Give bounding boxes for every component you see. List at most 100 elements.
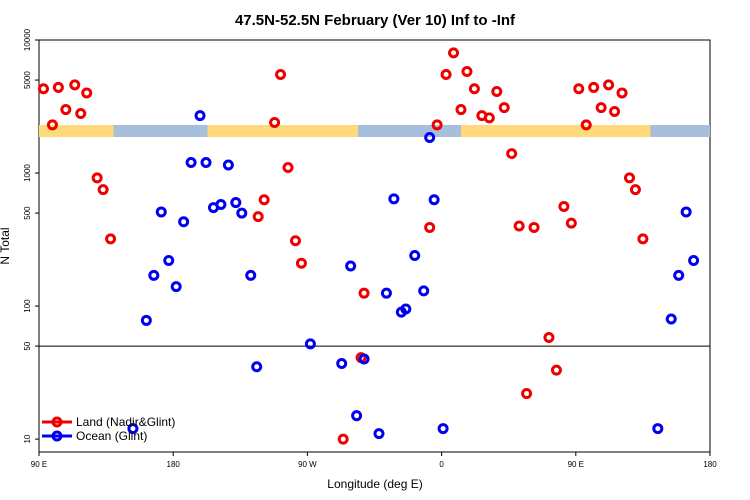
land-point [455, 104, 467, 116]
ocean-point [388, 193, 400, 205]
y-tick-label: 500 [23, 206, 32, 220]
ocean-point [140, 314, 152, 326]
ocean-point [688, 255, 700, 267]
y-axis-label: N Total [0, 227, 12, 264]
y-tick-label: 100 [23, 299, 32, 313]
legend-marker [51, 416, 63, 428]
ocean-point [163, 255, 175, 267]
strip-ocean [650, 125, 710, 137]
y-tick-label: 50 [23, 341, 32, 350]
land-point [483, 112, 495, 124]
land-point [448, 47, 460, 59]
plot-frame [38, 39, 711, 453]
ocean-point [418, 285, 430, 297]
data-points [37, 47, 700, 445]
ocean-point [351, 410, 363, 422]
ocean-point [127, 423, 139, 435]
ocean-point [245, 269, 257, 281]
land-point [616, 87, 628, 99]
land-point [60, 104, 72, 116]
x-axis: 90 E 180 90 W 0 90 E 180 [31, 452, 717, 469]
land-point [252, 211, 264, 223]
y-axis: 10 50 100 500 1000 5000 10000 [23, 28, 39, 444]
land-point [629, 184, 641, 196]
ocean-point [178, 216, 190, 228]
ocean-point [673, 269, 685, 281]
land-point [498, 102, 510, 114]
ocean-point [251, 361, 263, 373]
ocean-point [409, 249, 421, 261]
ocean-point [336, 358, 348, 370]
strip-ocean [358, 125, 461, 137]
land-point [282, 162, 294, 174]
ocean-point [155, 206, 167, 218]
legend-marker [51, 430, 63, 442]
land-point [573, 83, 585, 95]
land-ocean-strip [39, 125, 710, 137]
ocean-point [373, 428, 385, 440]
y-tick-label: 10000 [23, 28, 32, 51]
ocean-point [236, 207, 248, 219]
land-point [595, 102, 607, 114]
land-point [521, 388, 533, 400]
land-point [75, 108, 87, 120]
x-tick-label: 180 [703, 460, 717, 469]
land-point [550, 364, 562, 376]
land-point [609, 106, 621, 118]
land-point [358, 287, 370, 299]
legend-label: Land (Nadir&Glint) [76, 415, 175, 429]
ocean-point [358, 353, 370, 365]
land-point [275, 69, 287, 81]
ocean-point [424, 131, 436, 143]
ocean-point [665, 313, 677, 325]
land-point [289, 235, 301, 247]
land-point [69, 79, 81, 91]
y-tick-label: 1000 [23, 164, 32, 182]
x-axis-label: Longitude (deg E) [327, 477, 422, 491]
ocean-point [680, 206, 692, 218]
ocean-point [304, 338, 316, 350]
ocean-point [215, 199, 227, 211]
land-point [37, 83, 49, 95]
land-point [637, 233, 649, 245]
land-point [46, 119, 58, 131]
land-point [258, 194, 270, 206]
ocean-point [428, 194, 440, 206]
ocean-point [400, 303, 412, 315]
land-point [424, 221, 436, 233]
land-point [623, 172, 635, 184]
ocean-point [194, 110, 206, 122]
land-point [97, 184, 109, 196]
ocean-point [380, 287, 392, 299]
land-point [295, 257, 307, 269]
ocean-point [222, 159, 234, 171]
land-point [580, 119, 592, 131]
ocean-point [200, 157, 212, 169]
legend-label: Ocean (Glint) [76, 429, 147, 443]
land-point [506, 148, 518, 160]
x-tick-label: 90 E [31, 460, 47, 469]
ocean-point [185, 157, 197, 169]
land-point [337, 433, 349, 445]
x-tick-label: 90 W [298, 460, 317, 469]
land-point [513, 220, 525, 232]
ocean-point [170, 281, 182, 293]
y-tick-label: 5000 [23, 71, 32, 89]
land-point [431, 119, 443, 131]
ocean-point [345, 260, 357, 272]
land-point [528, 221, 540, 233]
land-point [588, 81, 600, 93]
legend: Land (Nadir&Glint)Ocean (Glint) [42, 415, 175, 443]
chart-title: 47.5N-52.5N February (Ver 10) Inf to -In… [235, 12, 516, 29]
land-point [105, 233, 117, 245]
land-point [269, 116, 281, 128]
land-point [81, 87, 93, 99]
ocean-point [652, 423, 664, 435]
x-tick-label: 0 [439, 460, 444, 469]
land-point [91, 172, 103, 184]
land-point [558, 201, 570, 213]
land-point [565, 217, 577, 229]
y-tick-label: 10 [23, 434, 32, 443]
x-tick-label: 90 E [568, 460, 584, 469]
